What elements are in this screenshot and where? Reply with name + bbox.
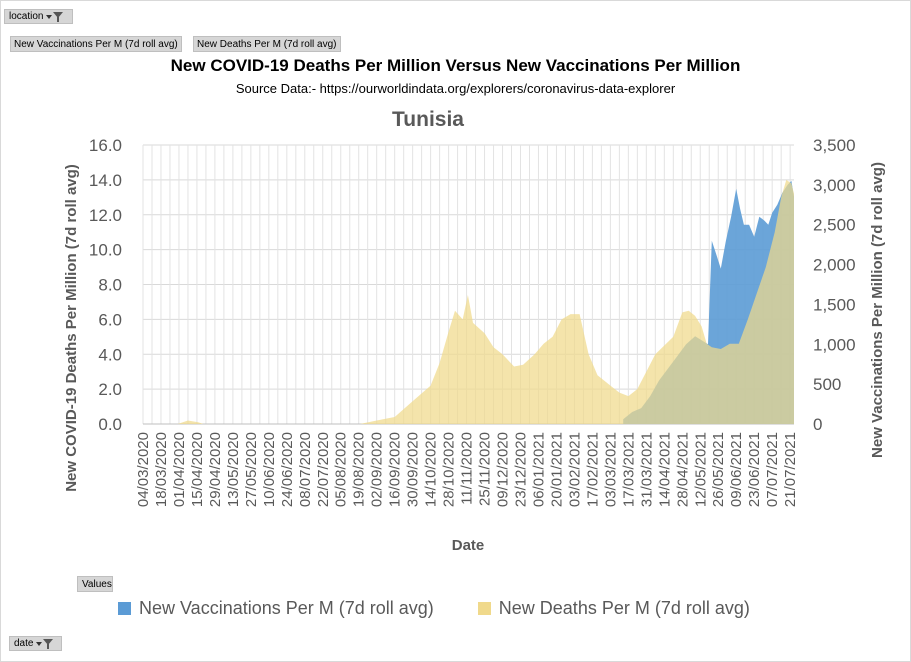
chart-location-title: Tunisia [392,108,464,131]
x-tick-label: 04/03/2020 [135,432,152,507]
x-tick-label: 14/04/2021 [656,432,673,507]
x-tick-label: 24/06/2020 [279,432,296,507]
x-tick-label: 29/04/2020 [207,432,224,507]
x-tick-label: 03/03/2021 [602,432,619,507]
chart-legend: New Vaccinations Per M (7d roll avg) New… [118,598,750,619]
x-tick-label: 20/01/2021 [548,432,565,507]
x-tick-label: 17/03/2021 [620,432,637,507]
filter-dropdown-icon [36,638,54,649]
x-tick-label: 09/12/2020 [495,432,512,507]
x-tick-label: 13/05/2020 [225,432,242,507]
legend-item-deaths: New Deaths Per M (7d roll avg) [477,598,750,619]
x-tick-label: 15/04/2020 [189,432,206,507]
chart-source-text: Source Data:- https://ourworldindata.org… [235,81,676,96]
x-tick-label: 23/12/2020 [513,432,530,507]
chart-main-title: New COVID-19 Deaths Per Million Versus N… [170,56,741,75]
values-field-button[interactable]: Values [77,576,113,592]
x-tick-label: 01/04/2020 [171,432,188,507]
location-filter-button[interactable]: location [4,9,73,24]
y-left-tick-label: 12.0 [89,206,122,225]
legend-label-deaths: New Deaths Per M (7d roll avg) [498,598,750,618]
x-tick-label: 28/10/2020 [441,432,458,507]
x-tick-label: 28/04/2021 [674,432,691,507]
y-right-tick-label: 500 [813,375,841,394]
y-right-tick-label: 3,000 [813,176,856,195]
y-left-tick-label: 14.0 [89,171,122,190]
y-left-tick-label: 4.0 [98,345,122,364]
legend-swatch-vaccinations [118,602,131,615]
x-tick-label: 17/02/2021 [584,432,601,507]
x-tick-label: 23/06/2021 [746,432,763,507]
y-left-tick-label: 8.0 [98,276,122,295]
y-right-tick-label: 0 [813,415,822,434]
y-right-tick-label: 2,500 [813,216,856,235]
legend-swatch-deaths [477,602,491,615]
y-axis-right-title: New Vaccinations Per Million (7d roll av… [869,162,886,458]
y-left-tick-label: 0.0 [98,415,122,434]
x-tick-label: 07/07/2021 [764,432,781,507]
chart-series-areas [143,179,794,424]
chart-tick-labels: 0.0 2.0 4.0 6.0 8.0 10.0 12.0 14.0 16.0 0 500 1,000… [89,136,856,507]
legend-label-vaccinations: New Vaccinations Per M (7d roll avg) [139,598,434,618]
y-left-tick-label: 16.0 [89,136,122,155]
series-area-deaths [143,179,794,424]
y-left-tick-label: 10.0 [89,241,122,260]
x-tick-label: 11/11/2020 [459,432,476,505]
x-tick-label: 22/07/2020 [315,432,332,507]
x-tick-label: 03/02/2021 [566,432,583,507]
x-tick-label: 30/09/2020 [405,432,422,507]
legend-item-vaccinations: New Vaccinations Per M (7d roll avg) [118,598,434,619]
values-tag-vaccinations[interactable]: New Vaccinations Per M (7d roll avg) [10,36,182,52]
x-tick-label: 25/11/2020 [477,432,494,506]
date-filter-label: date [14,638,34,649]
x-tick-label: 26/05/2021 [710,432,727,507]
y-right-tick-label: 1,500 [813,295,856,314]
y-left-tick-label: 6.0 [98,310,122,329]
x-tick-label: 02/09/2020 [369,432,386,507]
x-tick-label: 09/06/2021 [728,432,745,507]
y-right-tick-label: 2,000 [813,256,856,275]
x-tick-label: 21/07/2021 [782,432,799,507]
location-filter-label: location [9,11,44,22]
x-tick-label: 31/03/2021 [638,432,655,507]
x-tick-label: 16/09/2020 [387,432,404,507]
x-tick-label: 18/03/2020 [153,432,170,507]
values-tag-deaths[interactable]: New Deaths Per M (7d roll avg) [193,36,341,52]
x-tick-label: 05/08/2020 [333,432,350,507]
x-axis-title: Date [452,537,485,554]
filter-dropdown-icon [46,11,64,22]
x-tick-label: 08/07/2020 [297,432,314,507]
date-filter-button[interactable]: date [9,636,62,651]
y-left-tick-label: 2.0 [98,380,122,399]
y-right-tick-label: 1,000 [813,335,856,354]
x-tick-label: 19/08/2020 [351,432,368,507]
x-tick-label: 06/01/2021 [530,432,547,507]
x-tick-label: 12/05/2021 [692,432,709,507]
x-tick-label: 10/06/2020 [261,432,278,507]
y-axis-left-title: New COVID-19 Deaths Per Million (7d roll… [63,164,80,492]
values-field-label: Values [82,578,112,590]
x-tick-label: 14/10/2020 [423,432,440,507]
y-right-tick-label: 3,500 [813,136,856,155]
x-tick-label: 27/05/2020 [243,432,260,507]
